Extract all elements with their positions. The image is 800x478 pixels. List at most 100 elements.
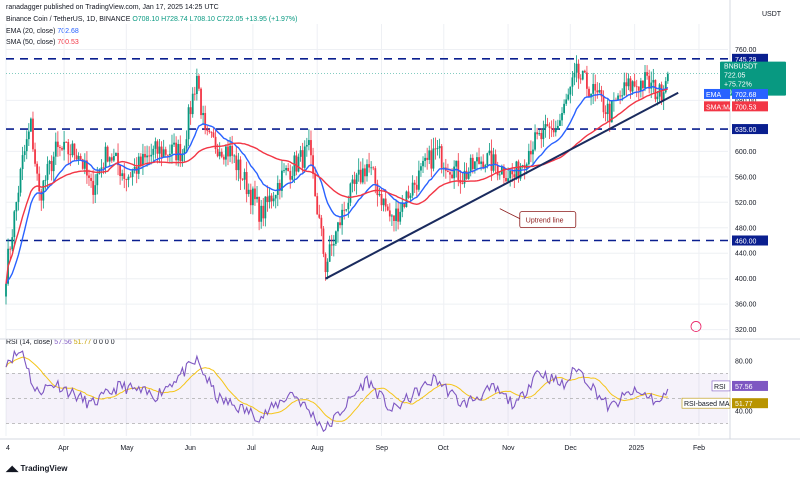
candle-body bbox=[463, 170, 466, 184]
candle-body bbox=[447, 170, 449, 173]
candle-body bbox=[131, 170, 134, 178]
candle-body bbox=[384, 198, 387, 207]
candle-body bbox=[530, 150, 532, 155]
candle-body bbox=[266, 196, 269, 203]
candle-body bbox=[171, 144, 173, 154]
candle-body bbox=[606, 103, 609, 115]
candle-body bbox=[552, 128, 555, 133]
rsi-tag-label: RSI bbox=[714, 384, 726, 391]
candle-body bbox=[490, 150, 493, 171]
candle-body bbox=[121, 173, 124, 176]
candle-body bbox=[285, 167, 287, 171]
candle-body bbox=[366, 164, 368, 177]
candle-body bbox=[5, 283, 7, 297]
candle-body bbox=[34, 149, 36, 164]
rsi-ma-line bbox=[5, 356, 668, 422]
candle-body bbox=[563, 103, 565, 114]
candle-body bbox=[420, 166, 422, 171]
candle-body bbox=[21, 155, 24, 170]
rsi-ma-tag-value-bg bbox=[732, 398, 768, 409]
time-tick-label: 2025 bbox=[629, 445, 645, 452]
sma-legend[interactable]: SMA (50, close) 700.53 bbox=[6, 39, 79, 46]
candle-body bbox=[652, 79, 655, 83]
candle-body bbox=[152, 148, 155, 155]
time-tick-label: 4 bbox=[6, 445, 10, 452]
sma-legend-label: SMA (50, close) bbox=[6, 39, 56, 46]
price-tick-label: 480.00 bbox=[735, 225, 757, 232]
candle-body bbox=[108, 157, 111, 162]
candle-body bbox=[370, 167, 373, 169]
candle-body bbox=[77, 155, 80, 160]
ema-legend[interactable]: EMA (20, close) 702.68 bbox=[6, 28, 79, 35]
candle-body bbox=[40, 191, 43, 201]
candle-body bbox=[229, 145, 231, 157]
rsi-lines bbox=[5, 349, 669, 433]
time-tick-label: Jul bbox=[247, 445, 256, 452]
candle-body bbox=[44, 179, 47, 181]
candle-body bbox=[278, 182, 281, 191]
candle-body bbox=[169, 153, 171, 156]
trendline-group[interactable]: Uptrend line bbox=[325, 91, 679, 280]
candle-body bbox=[592, 83, 595, 94]
ema-legend-label: EMA (20, close) bbox=[6, 28, 56, 35]
candle-body bbox=[195, 75, 198, 95]
candle-body bbox=[146, 155, 148, 158]
candle-body bbox=[189, 107, 192, 115]
candle-body bbox=[403, 202, 406, 207]
candle-body bbox=[65, 141, 68, 143]
candle-body bbox=[623, 82, 626, 96]
candle-body bbox=[210, 131, 213, 133]
candle-body bbox=[451, 174, 453, 179]
candle-body bbox=[328, 244, 331, 262]
candle-body bbox=[154, 141, 157, 149]
horizontal-levels[interactable] bbox=[6, 58, 728, 242]
candle-body bbox=[575, 63, 578, 73]
candle-body bbox=[59, 147, 61, 149]
candle-body bbox=[25, 139, 28, 152]
last-price-tag-bg bbox=[720, 61, 786, 96]
price-tick-label: 760.00 bbox=[735, 47, 757, 54]
candle-body bbox=[314, 173, 317, 197]
candle-body bbox=[110, 157, 113, 161]
alert-icon bbox=[690, 321, 702, 332]
candle-body bbox=[177, 144, 180, 161]
candle-body bbox=[322, 228, 325, 254]
ohlc-close: C722.05 bbox=[216, 16, 244, 23]
candle-body bbox=[424, 157, 426, 161]
ohlc-high: H728.74 bbox=[161, 16, 188, 23]
candle-body bbox=[664, 81, 667, 93]
price-tick-label: 600.00 bbox=[735, 149, 757, 156]
moving-averages bbox=[5, 85, 669, 285]
candle-body bbox=[54, 141, 57, 157]
candle-body bbox=[69, 154, 72, 156]
candle-body bbox=[90, 177, 92, 181]
candle-body bbox=[380, 193, 383, 206]
candle-body bbox=[258, 196, 261, 222]
candle-body bbox=[310, 140, 312, 156]
candle-body bbox=[469, 157, 472, 173]
candle-body bbox=[480, 161, 483, 164]
candle-body bbox=[590, 93, 592, 98]
candle-body bbox=[270, 195, 273, 202]
candle-body bbox=[297, 156, 300, 172]
candle-body bbox=[158, 146, 161, 154]
currency-label: USDT bbox=[762, 11, 782, 18]
candle-body bbox=[401, 202, 404, 212]
candle-body bbox=[411, 182, 414, 196]
time-tick-label: Sep bbox=[376, 445, 389, 452]
annotation-box bbox=[519, 211, 577, 229]
candle-body bbox=[503, 166, 505, 179]
candle-body bbox=[237, 159, 240, 171]
tradingview-logo[interactable]: ◢◣ TradingView bbox=[6, 464, 68, 473]
candle-body bbox=[249, 189, 252, 206]
sma-line bbox=[5, 88, 669, 284]
tradingview-text: TradingView bbox=[20, 464, 68, 473]
candle-body bbox=[129, 176, 132, 178]
rsi-legend[interactable]: RSI (14, close) 57.56 51.77 0 0 0 0 bbox=[6, 339, 115, 346]
candle-body bbox=[602, 96, 605, 113]
ohlc-low: L708.10 bbox=[189, 16, 215, 23]
time-tick-label: Dec bbox=[564, 445, 577, 452]
candle-body bbox=[631, 81, 634, 92]
candle-body bbox=[225, 146, 227, 160]
